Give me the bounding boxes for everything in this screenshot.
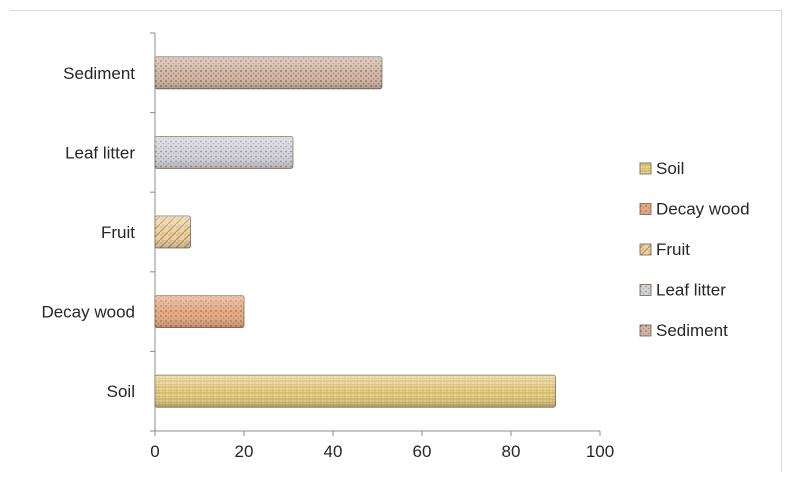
bar-leaf-litter: [154, 135, 294, 169]
chart-frame: [10, 10, 782, 472]
legend-item-decay-wood: Decay wood: [639, 200, 750, 219]
legend-swatch: [639, 203, 652, 215]
legend-label: Decay wood: [656, 200, 750, 219]
bar-fruit: [154, 215, 191, 249]
bars-layer: [154, 56, 556, 408]
legend-label: Leaf litter: [656, 281, 726, 300]
x-tick-label: 80: [502, 442, 521, 461]
legend-item-fruit: Fruit: [639, 240, 690, 259]
category-label: Decay wood: [41, 303, 135, 322]
x-tick-label: 40: [324, 442, 343, 461]
category-label: Sediment: [63, 64, 135, 83]
x-tick-label: 100: [586, 442, 614, 461]
x-tick-label: 20: [235, 442, 254, 461]
legend-item-sediment: Sediment: [639, 321, 728, 340]
legend-swatch: [639, 284, 652, 296]
bar-bevel: [155, 136, 293, 169]
legend-label: Soil: [656, 159, 684, 178]
bar-bevel: [155, 216, 191, 248]
bar-decay-wood: [154, 295, 245, 329]
legend-item-leaf-litter: Leaf litter: [639, 281, 726, 300]
legend-label: Sediment: [656, 321, 728, 340]
bar-soil: [154, 374, 556, 408]
category-label: Leaf litter: [65, 143, 135, 162]
category-label: Fruit: [101, 223, 135, 242]
category-label: Soil: [107, 382, 135, 401]
legend-swatch: [639, 162, 652, 175]
bar-bevel: [155, 375, 556, 408]
axis-layer: 0 20 40 60 80 100 Soil Decay wood Fruit Leaf litt…: [41, 32, 614, 461]
bar-sediment: [154, 56, 383, 90]
legend: Soil Decay wood Fruit Leaf litter Sediment: [639, 159, 750, 340]
legend-swatch: [639, 243, 652, 256]
legend-swatch: [639, 324, 652, 337]
legend-label: Fruit: [656, 240, 690, 259]
bar-bevel: [155, 56, 382, 89]
x-tick-label: 60: [413, 442, 432, 461]
legend-item-soil: Soil: [639, 159, 684, 178]
bar-bevel: [155, 295, 244, 328]
x-tick-label: 0: [150, 442, 159, 461]
